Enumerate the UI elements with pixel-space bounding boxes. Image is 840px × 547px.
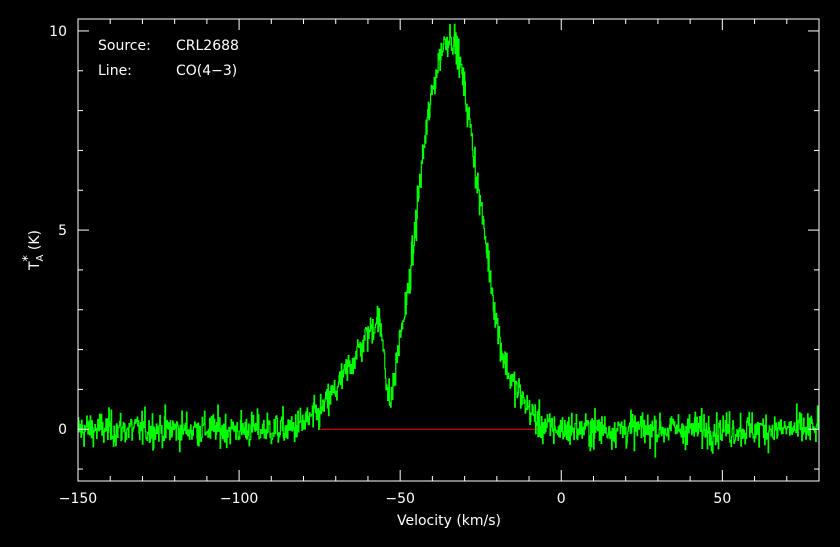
- y-axis-subscript: A: [35, 254, 46, 261]
- y-axis-superscript: *: [21, 255, 36, 262]
- line-value: CO(4−3): [176, 63, 237, 79]
- x-tick-label: 0: [557, 491, 566, 507]
- x-tick-label: −50: [385, 491, 415, 507]
- y-tick-label: 5: [58, 223, 67, 239]
- x-axis-label: Velocity (km/s): [397, 513, 501, 529]
- source-value: CRL2688: [176, 38, 239, 54]
- y-tick-label: 10: [49, 24, 67, 40]
- x-tick-label: −150: [59, 491, 97, 507]
- axes-frame: [77, 18, 820, 482]
- plot-area: [78, 23, 819, 458]
- axis-ticks: [77, 19, 820, 481]
- y-axis-symbol: T: [27, 261, 43, 271]
- y-axis-unit: (K): [27, 230, 43, 250]
- spectrum-series-line: [78, 23, 819, 458]
- axis-tick-labels: −150 −100 −50 0 50 0 5 10: [49, 24, 731, 507]
- y-tick-label: 0: [58, 422, 67, 438]
- source-label: Source:: [98, 38, 151, 54]
- line-label: Line:: [98, 63, 132, 79]
- x-tick-label: −100: [220, 491, 258, 507]
- y-axis-label: TA* (K): [21, 230, 46, 271]
- x-tick-label: 50: [713, 491, 731, 507]
